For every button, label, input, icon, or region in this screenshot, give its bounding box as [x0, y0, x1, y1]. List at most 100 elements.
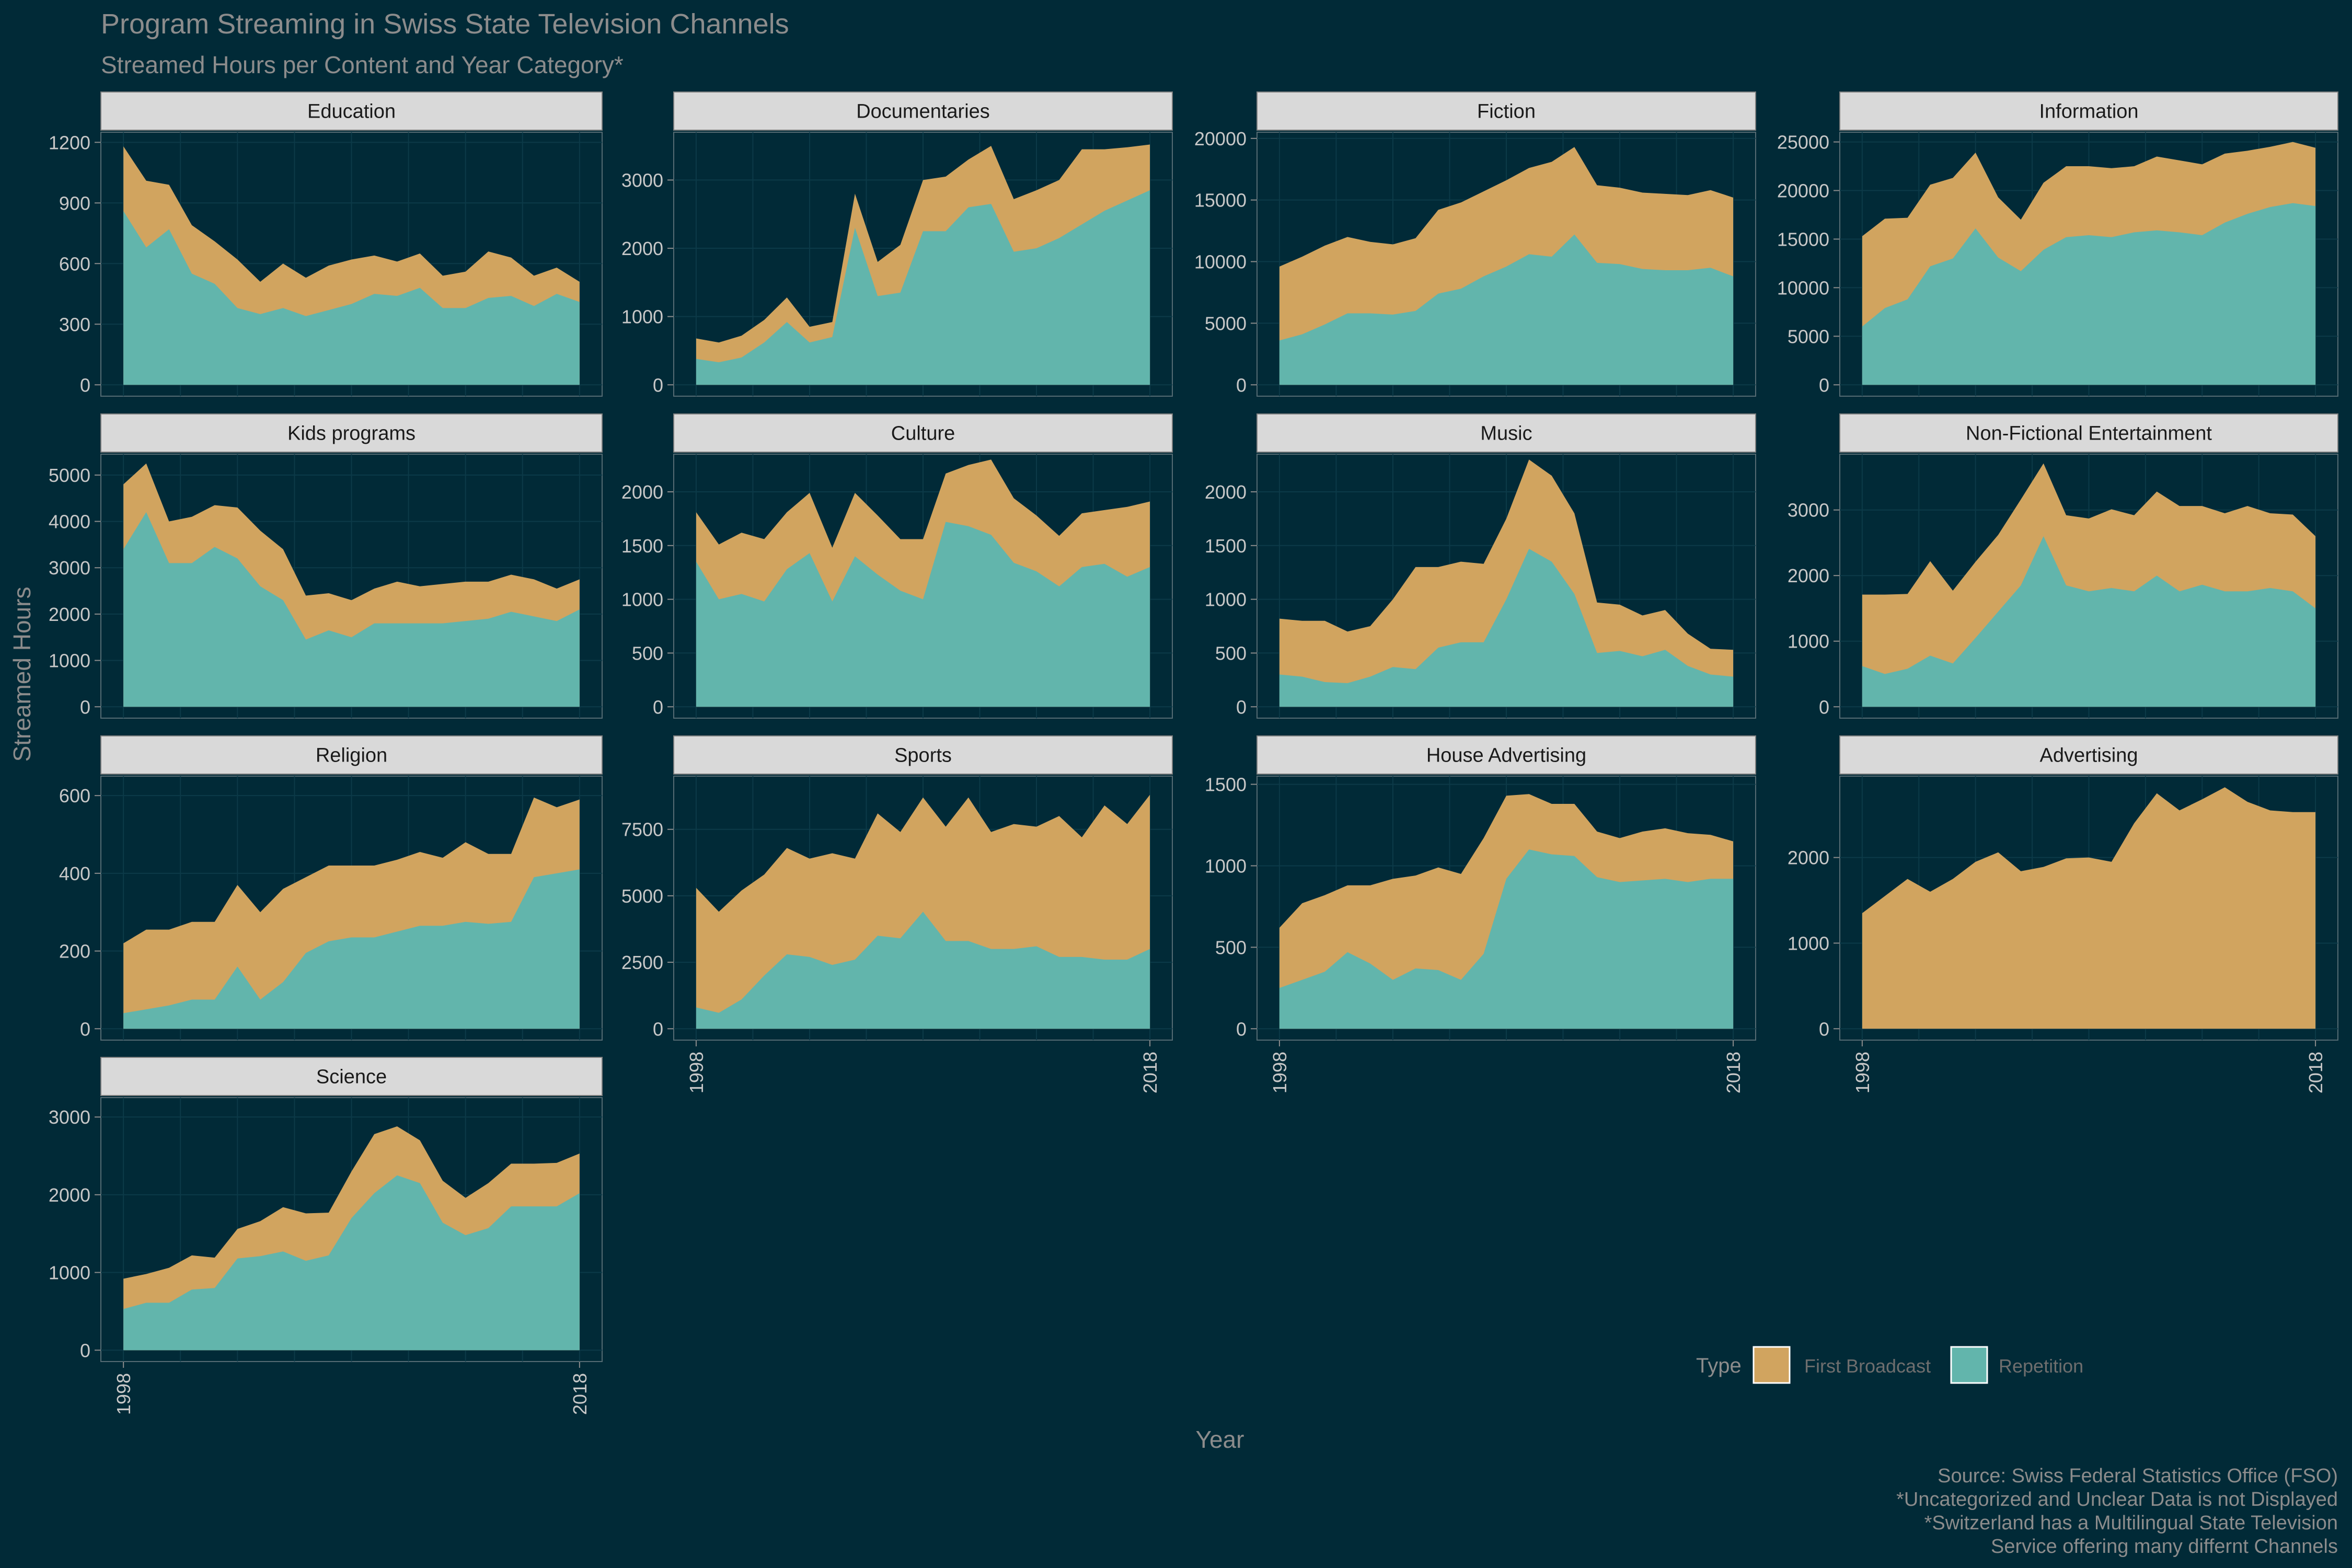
y-axis-title: Streamed Hours	[8, 587, 36, 762]
y-tick-label: 900	[59, 192, 90, 214]
y-tick-label: 2000	[1205, 481, 1247, 503]
y-tick-label: 10000	[1194, 251, 1247, 273]
facet-strip-label: Education	[307, 101, 396, 123]
y-tick-label: 0	[1236, 1018, 1247, 1040]
y-tick-label: 500	[1215, 937, 1247, 958]
y-tick-label: 1000	[621, 306, 663, 328]
facet-strip-label: Music	[1480, 423, 1532, 445]
facet-non-fictional-entertainment: Non-Fictional Entertainment 0 1000 2000 3000	[1788, 414, 2338, 718]
facet-information: Information 0 5000 10000 15000 20000 25000	[1777, 92, 2338, 396]
facet-music: Music 0 500 1000 1500 2000	[1205, 414, 1756, 718]
y-tick-label: 2500	[621, 952, 663, 973]
y-tick-label: 3000	[1788, 500, 1829, 521]
facet-house-advertising: House Advertising 0 500 1000 1500 1998 2018	[1205, 736, 1756, 1093]
facet-strip-label: House Advertising	[1426, 745, 1586, 767]
y-tick-label: 1000	[1788, 932, 1829, 954]
y-tick-label: 2000	[1788, 847, 1829, 869]
y-tick-label: 0	[80, 1018, 90, 1040]
y-tick-label: 0	[1236, 696, 1247, 718]
y-tick-label: 0	[1819, 696, 1829, 718]
facet-strip-label: Non-Fictional Entertainment	[1966, 423, 2212, 445]
x-tick-label: 2018	[1723, 1052, 1744, 1093]
y-tick-label: 200	[59, 941, 90, 962]
y-tick-label: 5000	[1788, 326, 1829, 347]
facet-documentaries: Documentaries 0 1000 2000 3000	[621, 92, 1172, 396]
y-tick-label: 300	[59, 314, 90, 335]
legend-label-repetition: Repetition	[1999, 1355, 2083, 1377]
x-tick-label: 2018	[2305, 1052, 2326, 1093]
x-tick-label: 2018	[569, 1373, 591, 1415]
facet-strip-label: Kids programs	[287, 423, 416, 445]
y-tick-label: 5000	[49, 465, 90, 486]
y-tick-label: 500	[1215, 642, 1247, 664]
y-tick-label: 0	[1819, 374, 1829, 396]
y-tick-label: 2000	[49, 1184, 90, 1206]
y-tick-label: 3000	[49, 1106, 90, 1128]
y-tick-label: 0	[80, 1340, 90, 1361]
y-tick-label: 1500	[1205, 774, 1247, 795]
facet-strip-label: Religion	[316, 745, 387, 767]
y-tick-label: 0	[1236, 374, 1247, 396]
y-tick-label: 15000	[1194, 190, 1247, 211]
y-tick-label: 1500	[1205, 535, 1247, 557]
y-tick-label: 4000	[49, 511, 90, 533]
facet-strip-label: Science	[316, 1066, 387, 1088]
y-tick-label: 1000	[1788, 631, 1829, 652]
y-tick-label: 0	[653, 374, 663, 396]
facet-strip-label: Sports	[894, 745, 952, 767]
x-tick-label: 1998	[1269, 1052, 1290, 1093]
y-tick-label: 1000	[49, 650, 90, 672]
y-tick-label: 2000	[49, 604, 90, 625]
y-tick-label: 0	[653, 696, 663, 718]
x-tick-label: 1998	[113, 1373, 134, 1415]
facet-strip-label: Fiction	[1477, 101, 1536, 123]
y-tick-label: 1500	[621, 535, 663, 557]
facet-strip-label: Documentaries	[856, 101, 990, 123]
chart-title: Program Streaming in Swiss State Televis…	[101, 8, 789, 40]
y-tick-label: 1200	[49, 132, 90, 153]
y-tick-label: 1000	[621, 589, 663, 610]
caption-note-multilingual: *Switzerland has a Multilingual State Te…	[1924, 1512, 2338, 1534]
legend-swatch-repetition	[1951, 1347, 1987, 1383]
caption-source: Source: Swiss Federal Statistics Office …	[1938, 1465, 2338, 1487]
y-tick-label: 1000	[49, 1262, 90, 1284]
y-tick-label: 5000	[1205, 313, 1247, 334]
y-tick-label: 10000	[1777, 277, 1829, 298]
facet-science: Science 0 1000 2000 3000 1998 2018	[49, 1057, 602, 1415]
y-tick-label: 20000	[1777, 180, 1829, 202]
facet-education: Education 0 300 600 900 1200	[49, 92, 602, 396]
y-tick-label: 7500	[621, 819, 663, 840]
y-tick-label: 0	[80, 696, 90, 718]
y-tick-label: 400	[59, 863, 90, 884]
y-tick-label: 1000	[1205, 855, 1247, 877]
y-tick-label: 15000	[1777, 228, 1829, 250]
caption-note-channels: Service offering many differnt Channels	[1991, 1536, 2338, 1558]
y-tick-label: 3000	[49, 557, 90, 579]
facet-kids-programs: Kids programs 0 1000 2000 3000 4000 5000	[49, 414, 602, 718]
facet-advertising: Advertising 0 1000 2000 1998 2018	[1788, 736, 2338, 1093]
caption-note-uncategorized: *Uncategorized and Unclear Data is not D…	[1896, 1489, 2338, 1511]
y-tick-label: 0	[1819, 1018, 1829, 1040]
legend-title: Type	[1696, 1354, 1742, 1377]
y-tick-label: 25000	[1777, 132, 1829, 153]
facet-fiction: Fiction 0 5000 10000 15000 20000	[1194, 92, 1756, 396]
y-tick-label: 3000	[621, 169, 663, 191]
chart-subtitle: Streamed Hours per Content and Year Cate…	[101, 51, 624, 78]
x-tick-label: 1998	[1852, 1052, 1873, 1093]
y-tick-label: 20000	[1194, 128, 1247, 149]
y-tick-label: 2000	[621, 238, 663, 259]
x-axis-title: Year	[1196, 1426, 1244, 1453]
facet-strip-label: Information	[2039, 101, 2138, 123]
y-tick-label: 2000	[621, 481, 663, 503]
legend-label-first-broadcast: First Broadcast	[1804, 1355, 1931, 1377]
facet-sports: Sports02500500075001998 2018	[621, 736, 1172, 1093]
x-tick-label: 1998	[686, 1052, 707, 1093]
y-tick-label: 600	[59, 253, 90, 274]
facet-strip-label: Advertising	[2040, 745, 2138, 767]
y-tick-label: 0	[80, 374, 90, 396]
y-tick-label: 5000	[621, 885, 663, 907]
y-tick-label: 600	[59, 785, 90, 806]
facet-culture: Culture 0 500 1000 1500 2000	[621, 414, 1172, 718]
facet-religion: Religion 0 200 400 600	[59, 736, 602, 1040]
